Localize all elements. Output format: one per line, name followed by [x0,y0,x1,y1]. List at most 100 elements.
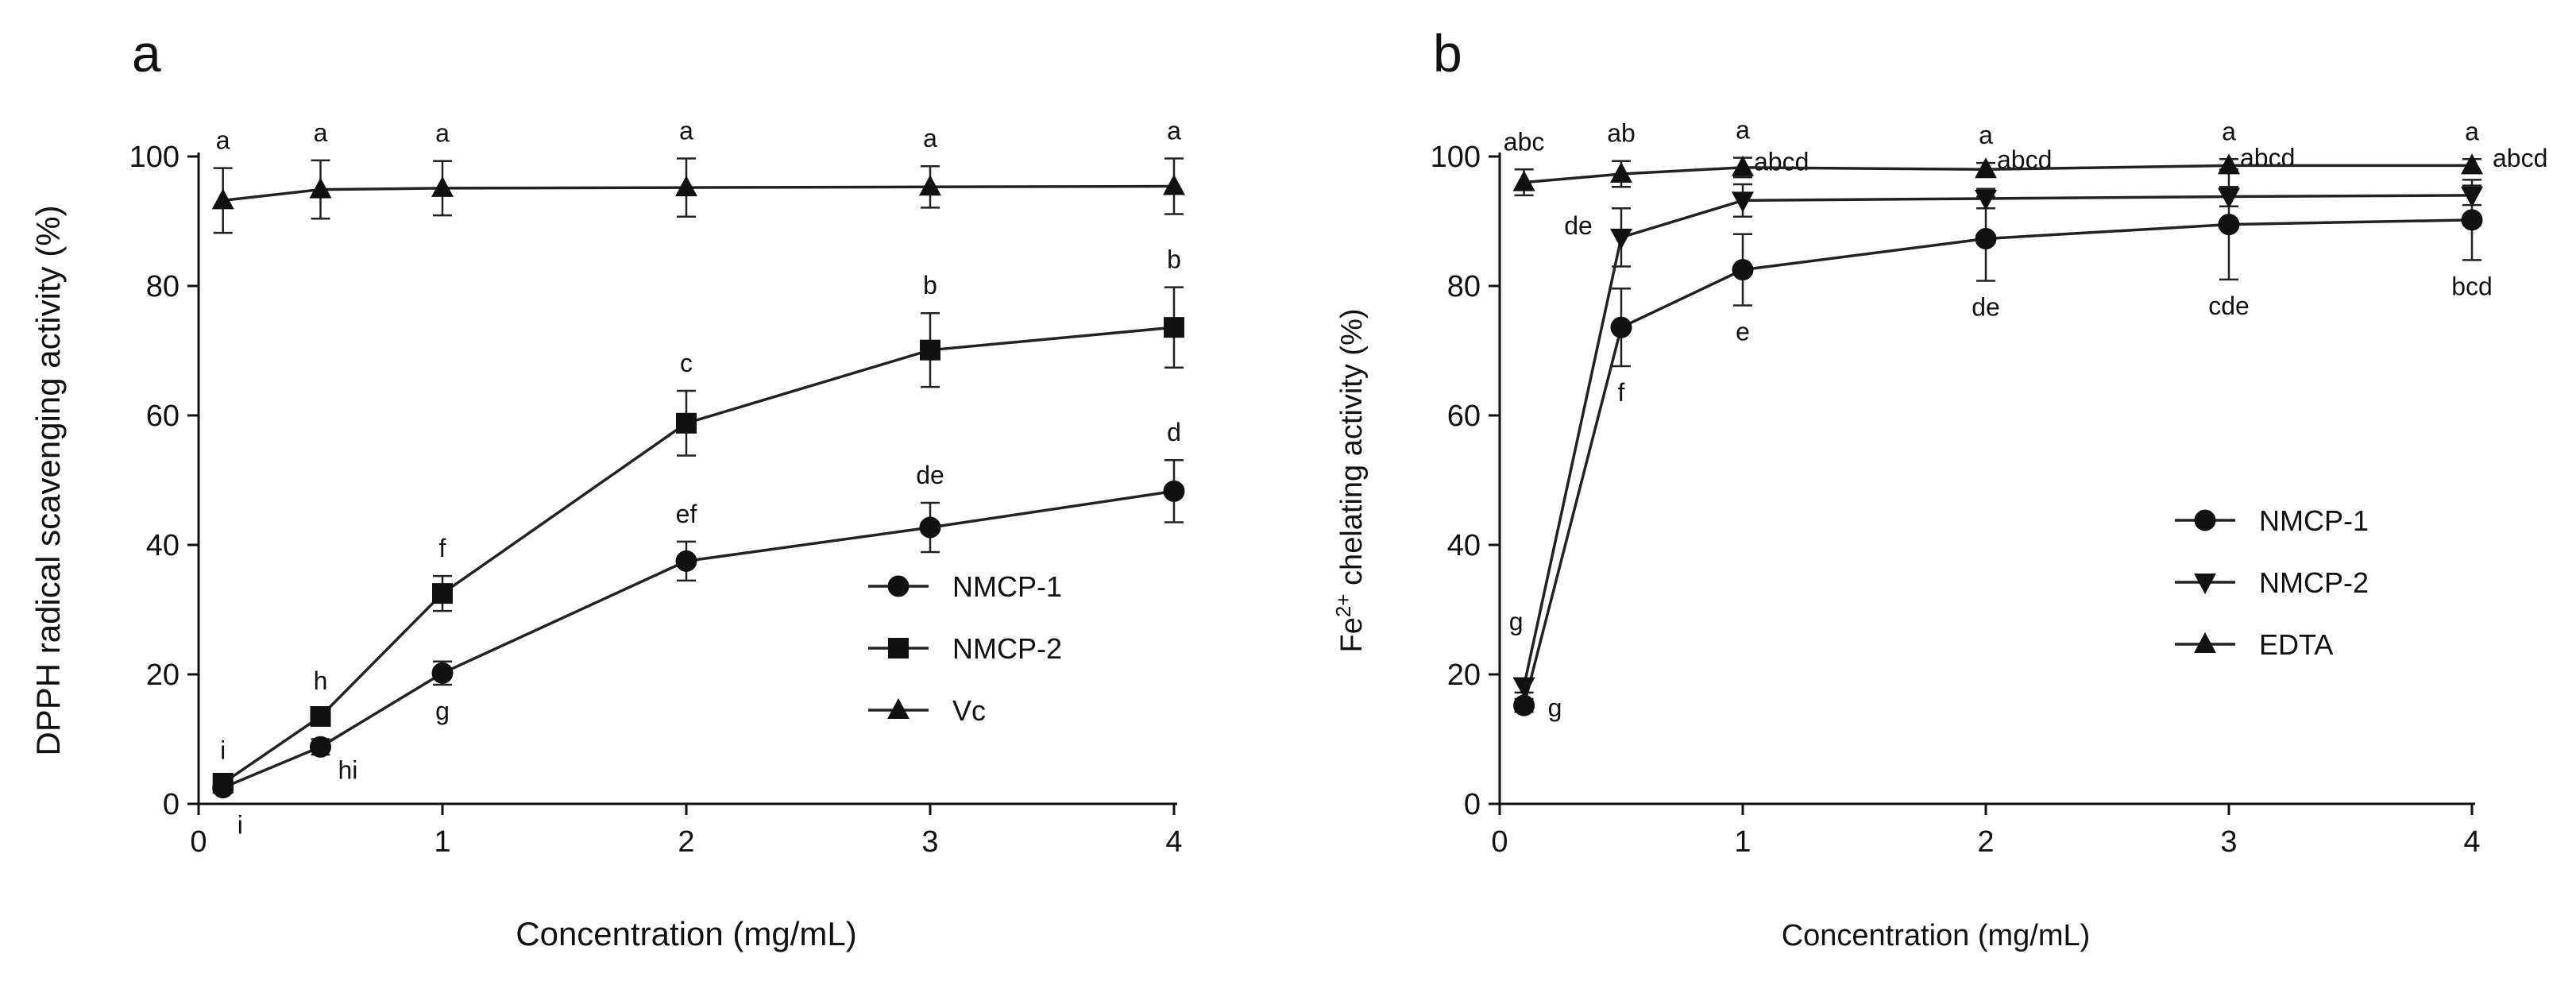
panel-a-y-axis: 0 20 40 60 80 100 [129,141,200,821]
panel-a-letter: a [132,24,161,83]
x-tick-label: 2 [678,825,694,859]
data-point [1732,259,1754,281]
significance-label: a [1736,116,1750,145]
series-edta: abc ab a a a a [1504,116,2483,197]
x-tick-label: 1 [434,825,450,859]
legend-item: NMCP-2 [2175,566,2369,599]
legend-label: NMCP-1 [952,570,1062,603]
data-point [310,705,331,727]
legend-item: EDTA [2175,628,2333,661]
significance-label: abcd [2493,144,2547,172]
panel-a-x-axis: 0 1 2 3 4 [190,802,1183,859]
significance-label: a [1979,121,1993,149]
data-point [919,516,941,539]
series-line [222,326,1175,785]
significance-label: g [1509,608,1524,636]
data-point [1610,228,1632,249]
legend-item: Vc [868,694,986,727]
significance-label: c [680,349,693,377]
significance-label: f [1618,378,1625,407]
y-tick-label: 60 [146,400,180,433]
legend-item: NMCP-1 [2175,504,2369,537]
data-point [676,412,697,434]
legend-marker [2194,509,2216,531]
y-tick-label: 60 [1447,400,1481,433]
series-line [222,184,1175,203]
panel-b-y-label-fe: Fe [1335,617,1369,652]
significance-label: a [314,118,328,147]
panel-b-y-label-superscript: 2+ [1331,594,1355,618]
series-line [1522,194,2473,687]
y-tick-label: 20 [146,659,180,692]
significance-label: a [679,116,693,145]
data-point [675,550,697,572]
data-point [1975,228,1997,250]
y-tick-label: 100 [1431,141,1481,174]
data-point [1513,694,1535,716]
panel-b-x-axis: 0 1 2 3 4 [1491,802,2481,859]
panel-b-letter: b [1433,24,1462,83]
legend-marker [888,638,909,659]
data-point [1512,170,1535,191]
data-point [919,175,941,196]
significance-label: g [1548,693,1562,722]
significance-label: d [1167,418,1181,446]
series-nmcp-1: g f e de cde bcd [1513,168,2493,722]
legend-item: NMCP-2 [868,632,1062,665]
x-tick-label: 3 [921,825,938,859]
significance-label: ab [1607,119,1636,148]
data-point [2461,153,2483,175]
y-tick-label: 80 [146,270,180,303]
significance-label: cde [2208,292,2250,320]
data-point [2461,209,2483,231]
x-tick-label: 2 [1977,825,1994,859]
data-point [1164,317,1184,338]
legend-label: EDTA [2259,628,2333,661]
significance-label: de [1972,292,2000,321]
legend-label: Vc [952,694,986,727]
significance-label: a [2222,117,2236,145]
data-point [212,772,234,794]
data-point [1163,174,1185,195]
legend-label: NMCP-1 [2259,504,2369,537]
significance-label: abcd [1754,147,1809,176]
legend-item: NMCP-1 [868,570,1062,603]
x-tick-label: 1 [1734,825,1751,859]
significance-label: de [1564,211,1593,240]
legend-marker [887,698,910,719]
series-nmcp-2: i h f c b b [212,245,1184,794]
significance-label: i [220,736,226,764]
legend-marker [2194,574,2216,594]
significance-label: bcd [2451,272,2493,300]
y-tick-label: 20 [1447,659,1481,692]
data-point [211,188,234,210]
data-point [310,736,331,758]
panel-b-chart: b 0 20 40 60 80 100 0 1 2 3 4 Concentration (mg/m… [1331,24,2547,952]
data-point [1512,677,1535,698]
legend-label: NMCP-2 [952,632,1062,665]
data-point [431,662,454,684]
data-point [2218,187,2240,209]
significance-label: i [238,811,243,840]
series-line [1524,164,2472,184]
x-tick-label: 3 [2220,825,2237,859]
data-point [920,339,940,361]
x-tick-label: 4 [2463,825,2480,859]
legend-label: NMCP-2 [2259,566,2369,599]
data-point [675,176,697,197]
data-point [1732,191,1754,213]
significance-label: b [923,271,937,299]
significance-label: ef [676,500,697,528]
data-point [1975,157,1997,179]
y-tick-label: 0 [163,788,180,821]
series-line [1522,218,2473,706]
y-tick-label: 40 [1447,529,1481,562]
data-point [1975,189,1997,210]
panel-a-legend: NMCP-1 NMCP-2 Vc [868,570,1062,727]
x-tick-label: 4 [1165,825,1182,859]
significance-label: de [916,461,944,489]
significance-label: abcd [2240,144,2295,172]
